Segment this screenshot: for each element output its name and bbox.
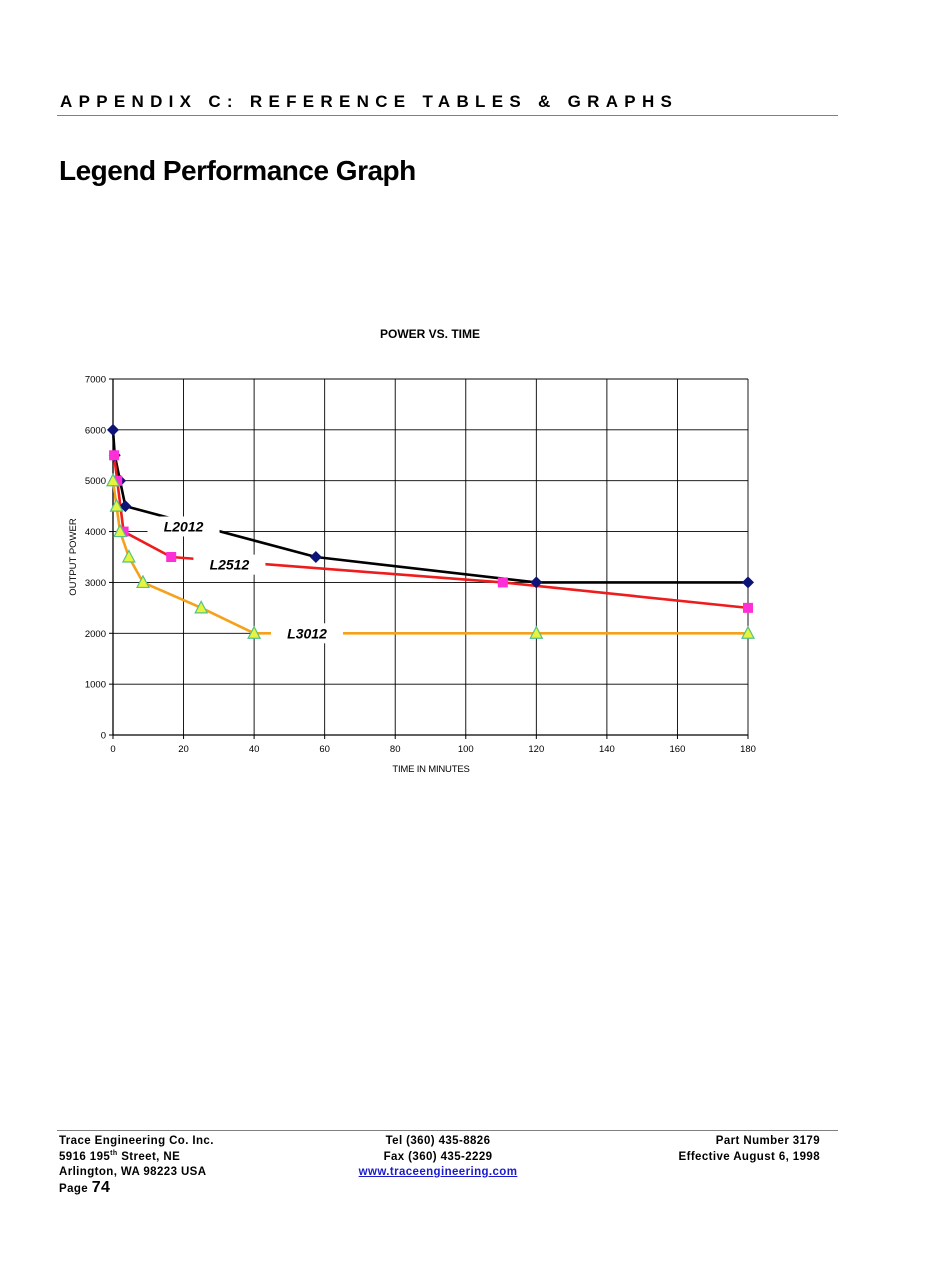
data-point-l2012 [309, 551, 322, 563]
footer-address: Trace Engineering Co. Inc. 5916 195th St… [59, 1134, 214, 1181]
data-point-l3012 [135, 574, 150, 589]
city-address: Arlington, WA 98223 USA [59, 1166, 207, 1178]
footer-divider [57, 1130, 838, 1131]
street-name: Street, NE [117, 1150, 181, 1163]
chart-tick-labels: 0 1000 2000 3000 4000 5000 6000 7000 0 20 40 60 80 10… [85, 375, 756, 756]
street-ordinal: th [110, 1149, 118, 1157]
street-number: 5916 195 [59, 1150, 111, 1163]
x-tick-label: 40 [249, 744, 260, 755]
y-tick-label: 0 [101, 731, 106, 742]
x-tick-label: 180 [740, 744, 756, 755]
power-vs-time-chart: POWER VS. TIME 0100020003000400050006000… [68, 327, 756, 775]
fax: Fax (360) 435-2229 [383, 1150, 493, 1163]
data-point-l3012 [194, 600, 209, 614]
data-point-l3012 [121, 549, 136, 563]
data-point-l2012 [530, 576, 543, 589]
x-tick-label: 140 [599, 744, 615, 755]
page-label: Page [59, 1183, 89, 1195]
x-tick-label: 0 [110, 744, 115, 755]
data-point-l2512 [743, 602, 753, 613]
company-name: Trace Engineering Co. Inc. [59, 1135, 214, 1147]
y-tick-label: 3000 [85, 578, 106, 589]
y-tick-label: 4000 [85, 527, 106, 538]
footer-document-info: Part Number 3179 Effective August 6, 199… [620, 1134, 820, 1165]
data-point-l3012 [106, 472, 120, 487]
x-tick-label: 60 [319, 744, 330, 755]
data-point-l2012 [742, 576, 754, 589]
data-point-l3012 [113, 523, 128, 538]
y-tick-label: 2000 [85, 629, 106, 640]
series-label-l2512: L2512 [210, 557, 250, 573]
data-point-l2512 [109, 450, 120, 461]
data-point-l3012 [109, 498, 124, 512]
y-tick-label: 1000 [85, 680, 106, 691]
y-tick-label: 7000 [85, 375, 106, 386]
y-axis-label: OUTPUT POWER [68, 518, 79, 596]
website-link[interactable]: www.traceengineering.com [358, 1166, 518, 1178]
x-tick-label: 120 [528, 744, 544, 755]
data-point-l2512 [497, 577, 508, 588]
x-tick-label: 100 [458, 744, 474, 755]
data-point-l3012 [529, 625, 544, 639]
page-number: Page 74 [59, 1180, 110, 1198]
part-number: Part Number 3179 [715, 1135, 820, 1147]
data-point-l2012 [107, 423, 119, 436]
series-label-bg-l2012 [147, 516, 220, 537]
data-point-l2512 [166, 552, 177, 562]
x-axis-label: TIME IN MINUTES [392, 764, 469, 775]
y-tick-label: 5000 [85, 476, 106, 487]
data-point-l2512 [112, 475, 123, 486]
data-point-l2012 [119, 500, 132, 513]
series-label-bg-l2512 [193, 554, 266, 575]
street-address: 5916 195th Street, NE [59, 1150, 214, 1166]
appendix-header: APPENDIX C: REFERENCE TABLES & GRAPHS [60, 92, 679, 111]
x-tick-label: 160 [670, 744, 686, 755]
data-point-l3012 [247, 625, 262, 639]
effective-date: Effective August 6, 1998 [678, 1150, 820, 1163]
page-number-value: 74 [91, 1179, 111, 1196]
page-title: Legend Performance Graph [59, 155, 416, 186]
header-divider [57, 115, 838, 116]
x-tick-label: 80 [390, 744, 401, 755]
chart-series-labels: L2012 L2512 L3012 [147, 516, 344, 644]
series-label-bg-l3012 [271, 623, 344, 644]
data-point-l3012 [741, 625, 755, 639]
series-label-l3012: L3012 [287, 625, 327, 641]
y-tick-label: 6000 [85, 425, 106, 436]
chart-series-markers [106, 423, 755, 639]
footer-contact: Tel (360) 435-8826 Fax (360) 435-2229 ww… [338, 1134, 538, 1181]
telephone: Tel (360) 435-8826 [385, 1135, 491, 1147]
chart-title: POWER VS. TIME [380, 327, 480, 341]
series-label-l2012: L2012 [164, 518, 204, 534]
x-tick-label: 20 [178, 744, 189, 755]
